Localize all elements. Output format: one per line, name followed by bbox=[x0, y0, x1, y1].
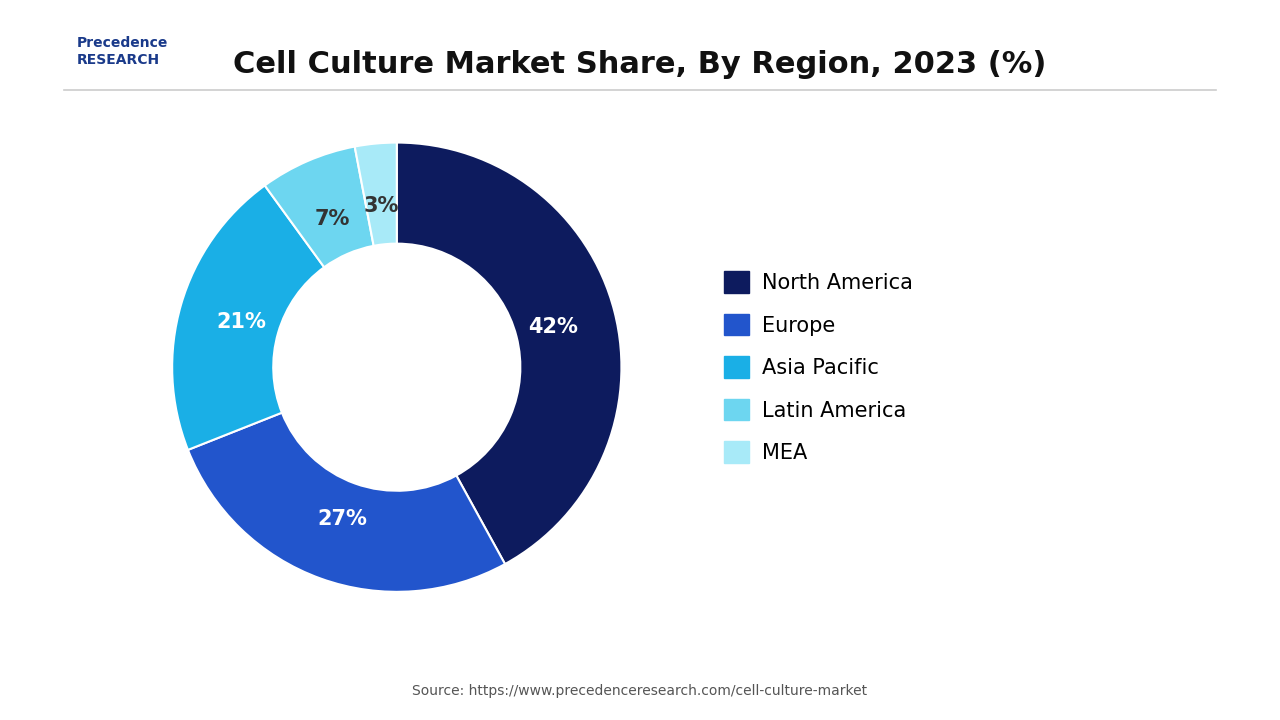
Wedge shape bbox=[265, 147, 374, 267]
Wedge shape bbox=[397, 143, 621, 564]
Text: 7%: 7% bbox=[315, 209, 351, 229]
Legend: North America, Europe, Asia Pacific, Latin America, MEA: North America, Europe, Asia Pacific, Lat… bbox=[716, 263, 922, 472]
Wedge shape bbox=[173, 186, 324, 450]
Text: 21%: 21% bbox=[216, 312, 266, 332]
Wedge shape bbox=[355, 143, 397, 246]
Text: Cell Culture Market Share, By Region, 2023 (%): Cell Culture Market Share, By Region, 20… bbox=[233, 50, 1047, 79]
Text: Source: https://www.precedenceresearch.com/cell-culture-market: Source: https://www.precedenceresearch.c… bbox=[412, 685, 868, 698]
Text: 3%: 3% bbox=[364, 196, 399, 216]
Text: 42%: 42% bbox=[529, 317, 579, 337]
Wedge shape bbox=[188, 413, 506, 592]
Text: 27%: 27% bbox=[317, 509, 367, 529]
Text: Precedence
RESEARCH: Precedence RESEARCH bbox=[77, 36, 168, 67]
